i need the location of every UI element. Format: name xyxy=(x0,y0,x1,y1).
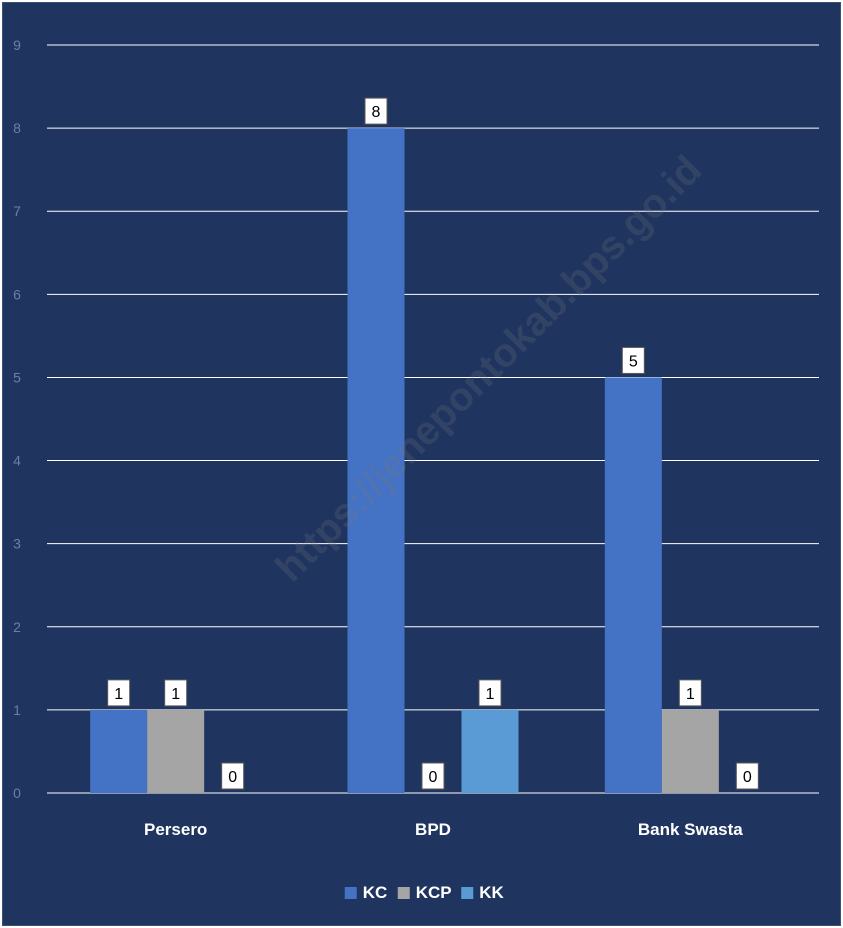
bar-kc-bpd xyxy=(347,128,405,794)
y-tick-label: 6 xyxy=(13,286,21,302)
legend-label-kc: KC xyxy=(363,883,388,902)
data-label: 5 xyxy=(629,353,638,370)
y-tick-label: 2 xyxy=(13,619,21,635)
y-tick-label: 3 xyxy=(13,536,21,552)
y-tick-label: 9 xyxy=(13,37,21,53)
data-label: 1 xyxy=(486,686,495,703)
data-label: 1 xyxy=(114,686,123,703)
legend-swatch-kc xyxy=(344,887,357,899)
y-tick-label: 7 xyxy=(13,203,21,219)
data-label: 0 xyxy=(228,769,237,786)
bar-kcp-bank-swasta xyxy=(661,709,719,793)
data-label-box xyxy=(735,762,759,790)
y-axis-ticks: 0 1 2 3 4 5 6 7 8 9 xyxy=(13,37,21,801)
bar-kc-persero xyxy=(90,709,148,793)
data-label-box xyxy=(364,97,388,125)
data-labels: 1 1 0 8 0 1 5 1 0 xyxy=(107,97,759,790)
data-label-box xyxy=(421,762,445,790)
category-label: Bank Swasta xyxy=(638,820,743,839)
bars xyxy=(90,128,719,794)
y-tick-label: 8 xyxy=(13,120,21,136)
category-label: Persero xyxy=(144,820,207,839)
data-label-box xyxy=(107,679,131,707)
data-label: 1 xyxy=(171,686,180,703)
y-tick-label: 4 xyxy=(13,453,21,469)
legend: KC KCP KK xyxy=(344,883,505,902)
data-label: 8 xyxy=(372,104,381,121)
y-tick-label: 1 xyxy=(13,702,21,718)
data-label-box xyxy=(478,679,502,707)
bar-chart: 0 1 2 3 4 5 6 7 8 9 1 1 0 8 0 1 5 1 0 Persero BPD Bank Swas… xyxy=(13,37,819,902)
x-axis-categories: Persero BPD Bank Swasta xyxy=(144,820,743,839)
data-label: 1 xyxy=(686,686,695,703)
bar-kk-bpd xyxy=(461,709,519,793)
category-label: BPD xyxy=(415,820,451,839)
bar-kc-bank-swasta xyxy=(604,377,662,793)
legend-swatch-kk xyxy=(461,887,474,899)
data-label-box xyxy=(221,762,245,790)
y-tick-label: 5 xyxy=(13,369,21,385)
y-tick-label: 0 xyxy=(13,785,21,801)
data-label-box xyxy=(621,346,645,374)
legend-label-kk: KK xyxy=(479,883,504,902)
data-label: 0 xyxy=(429,769,438,786)
data-label: 0 xyxy=(743,769,752,786)
legend-label-kcp: KCP xyxy=(416,883,452,902)
legend-swatch-kcp xyxy=(397,887,410,899)
data-label-box xyxy=(678,679,702,707)
bar-kcp-persero xyxy=(147,709,205,793)
data-label-box xyxy=(164,679,188,707)
